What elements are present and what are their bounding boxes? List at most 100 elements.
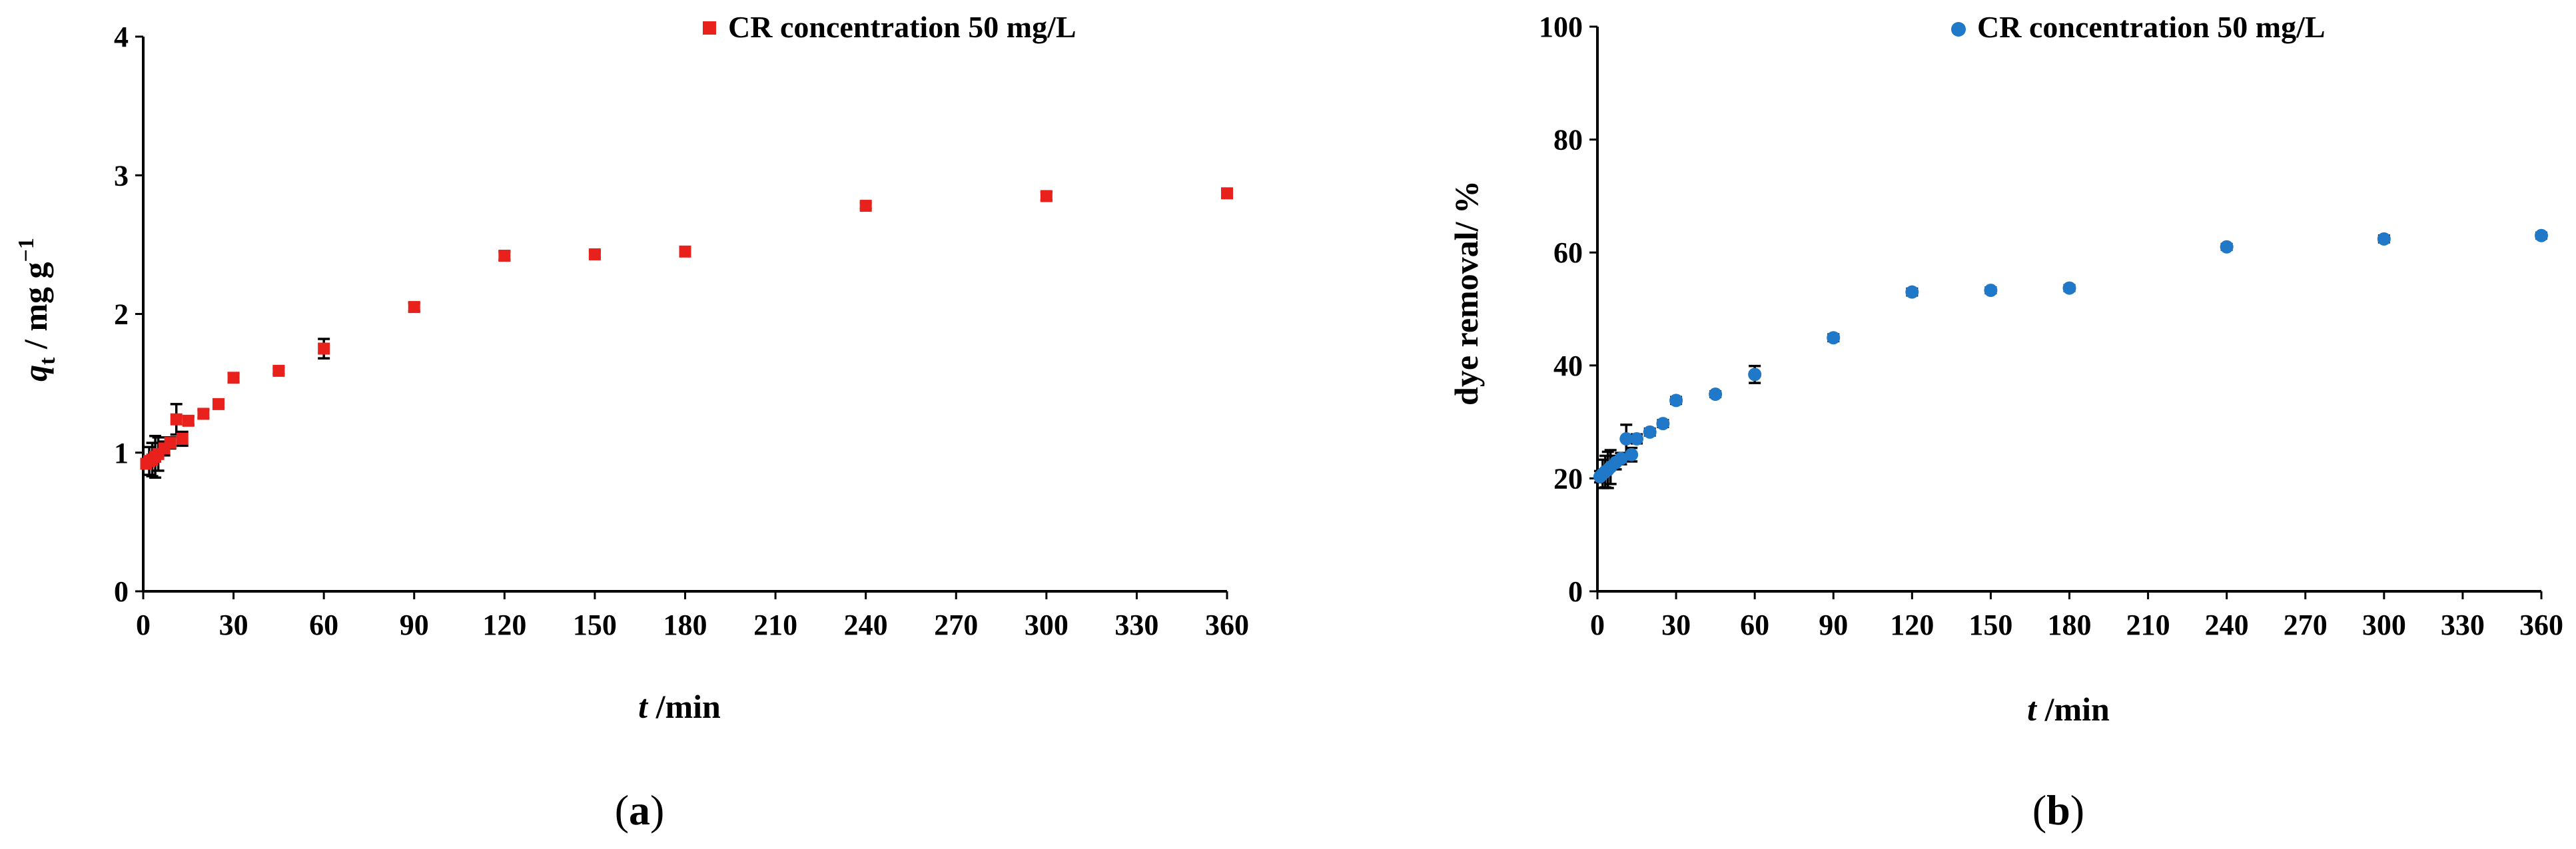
panel-a-y-ticks: 0 1 2 3 4: [114, 21, 143, 608]
panel-b-data-point: [1905, 285, 1919, 299]
panel-a-x-tick-label: 330: [1114, 609, 1158, 641]
panel-b-data-point: [1748, 368, 1762, 382]
panel-a-x-tick-label: 210: [753, 609, 797, 641]
panel-a-x-tick-label: 30: [219, 609, 248, 641]
panel-a-y-tick-label: 2: [114, 298, 129, 331]
panel-a-label-letter: a: [629, 786, 650, 834]
panel-a-y-tick-label: 4: [114, 21, 129, 53]
panel-b-x-tick-label: 0: [1590, 609, 1605, 641]
panel-a-data-point: [859, 200, 872, 212]
panel-b-data-point: [2220, 240, 2234, 254]
panel-b-legend-label: CR concentration 50 mg/L: [1977, 10, 2326, 44]
panel-b-y-tick-label: 20: [1553, 462, 1583, 495]
panel-b-legend: CR concentration 50 mg/L: [1951, 10, 2326, 44]
panel-a-y-axis-superscript: −1: [14, 238, 39, 262]
panel-a-data-point: [408, 301, 420, 314]
panel-b-label: (b): [2032, 786, 2084, 834]
panel-a-x-tick-label: 360: [1205, 609, 1249, 641]
panel-a-y-tick-label: 0: [114, 575, 129, 608]
panel-b-y-tick-label: 0: [1568, 575, 1583, 608]
panel-b-error-bars: [1593, 231, 2547, 489]
panel-b-data-point: [2377, 232, 2391, 246]
panel-b-data-point: [2062, 281, 2076, 295]
panel-a-data-point: [170, 413, 183, 425]
panel-b-x-tick-label: 330: [2441, 609, 2485, 641]
panel-b-x-tick-label: 210: [2126, 609, 2170, 641]
panel-b-x-tick-label: 300: [2362, 609, 2406, 641]
panel-a-y-axis-title: qt / mg g−1: [14, 238, 60, 382]
panel-a-data-point: [498, 250, 511, 262]
panel-a-y-axis-subscript: t: [35, 357, 60, 365]
panel-a-x-axis-variable: t: [638, 688, 649, 725]
panel-a-x-axis-title: t /min: [638, 688, 721, 725]
panel-b-data-point: [1614, 451, 1628, 465]
panel-b-x-tick-label: 270: [2284, 609, 2328, 641]
panel-a-y-axis-unit: / mg g: [17, 262, 54, 358]
panel-a-y-tick-label: 1: [114, 437, 129, 469]
panel-b-chart: 0 20 40 60 80 100 0 30 60 90 120 150 180 210 240 270 30…: [1448, 10, 2563, 834]
panel-b-x-tick-label: 150: [1968, 609, 2012, 641]
panel-b-x-tick-label: 240: [2205, 609, 2249, 641]
panel-a-chart: 0 1 2 3 4 0 30 60 90 120 150 180 210 2 4 0 270 300 330 360…: [14, 10, 1249, 834]
panel-a-y-axis-variable: q: [17, 365, 54, 382]
panel-a-data-point: [176, 432, 189, 445]
panel-b-x-tick-label: 90: [1819, 609, 1848, 641]
panel-b-data-point: [1669, 394, 1683, 408]
panel-a-data-point: [227, 372, 240, 384]
panel-a-legend: CR concentration 50 mg/L: [703, 10, 1076, 44]
panel-a-data-point: [212, 398, 224, 410]
panel-a-data-point: [679, 245, 691, 258]
panel-b-data-point: [1709, 388, 1723, 402]
panel-b-x-tick-label: 120: [1890, 609, 1934, 641]
panel-b-y-tick-label: 60: [1553, 236, 1583, 269]
panel-b-data-point: [1656, 417, 1670, 431]
panel-a-data-point: [164, 437, 177, 449]
panel-a-x-tick-label: 60: [309, 609, 338, 641]
panel-a-label: (a): [615, 786, 665, 834]
panel-a-data-point: [197, 408, 210, 420]
panel-a-data-point: [588, 248, 601, 260]
panel-a-x-tick-label: 0: [136, 609, 151, 641]
panel-b-data-point: [1619, 432, 1633, 446]
panel-b-x-ticks: 0 30 60 90 120 150 180 210 240 270 300 330 360: [1590, 591, 2563, 641]
panel-b-y-tick-label: 80: [1553, 124, 1583, 156]
panel-b-data-point: [1625, 447, 1639, 461]
panel-b-legend-marker: [1951, 22, 1966, 37]
panel-a-data-points: [140, 187, 1233, 470]
panel-a-x-tick-label: 90: [400, 609, 429, 641]
panel-a-data-point: [1040, 190, 1053, 202]
panel-b-x-axis-unit: /min: [2036, 691, 2110, 728]
panel-b-y-tick-label: 40: [1553, 350, 1583, 382]
panel-a-legend-marker: [703, 21, 716, 35]
panel-b-data-point: [1630, 432, 1644, 446]
panel-a-x-tick-label: 270: [934, 609, 978, 641]
panel-a-data-point: [318, 342, 330, 355]
panel-a-x-axis-unit: /min: [647, 688, 721, 725]
panel-b-y-tick-label: 100: [1539, 11, 1583, 43]
panel-b-x-tick-label: 360: [2519, 609, 2563, 641]
panel-a-data-point: [1221, 187, 1233, 200]
panel-a-x-tick-label: 120: [482, 609, 526, 641]
panel-a-x-tick-label: 150: [573, 609, 617, 641]
panel-b-x-axis-variable: t: [2027, 691, 2038, 728]
panel-b-x-axis-title: t /min: [2027, 691, 2110, 728]
panel-b-x-tick-label: 180: [2048, 609, 2092, 641]
panel-a-y-tick-label: 3: [114, 159, 129, 192]
panel-b-y-axis-title: dye removal/ %: [1448, 180, 1485, 406]
panel-b-y-ticks: 0 20 40 60 80 100: [1539, 11, 1597, 608]
panel-a-x-ticks: 0 30 60 90 120 150 180 210 240 270 300 330 360: [136, 591, 1249, 641]
panel-b-data-point: [1984, 284, 1998, 298]
panel-a-x-tick-label: 300: [1025, 609, 1069, 641]
panel-a-data-point: [272, 364, 285, 377]
panel-b-data-points: [1593, 228, 2548, 483]
panel-a-legend-label: CR concentration 50 mg/L: [728, 10, 1076, 44]
panel-b-x-tick-label: 30: [1661, 609, 1691, 641]
panel-a-x-tick-label: 180: [663, 609, 707, 641]
panel-b-data-point: [1827, 331, 1841, 345]
panel-a-error-bars: [140, 189, 1233, 479]
panel-b-data-point: [1643, 425, 1657, 439]
panel-b-label-letter: b: [2046, 786, 2070, 834]
panel-a-data-point: [182, 414, 195, 427]
panel-b-x-tick-label: 60: [1740, 609, 1769, 641]
